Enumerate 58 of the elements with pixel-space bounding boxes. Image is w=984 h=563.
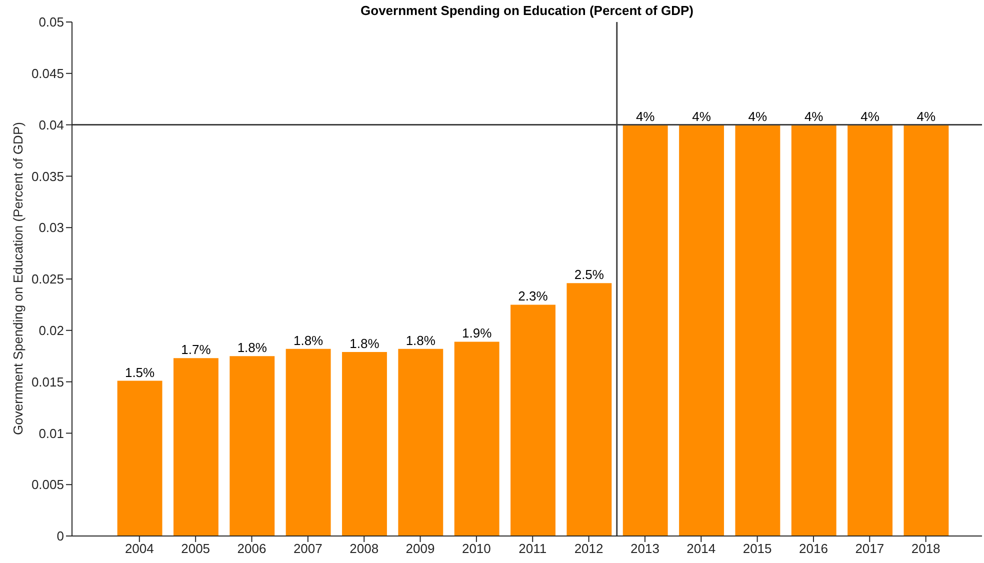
bar: [286, 348, 331, 536]
y-tick-label: 0.03: [38, 220, 64, 236]
x-tick-label: 2008: [350, 541, 379, 556]
x-tick-label: 2013: [630, 541, 660, 556]
bar: [117, 380, 162, 536]
y-tick-label: 0.015: [31, 374, 64, 390]
y-tick-label: 0.025: [31, 272, 64, 287]
data-label: 1.5%: [124, 364, 156, 380]
bar: [398, 348, 444, 536]
data-label: 4%: [804, 108, 824, 124]
bar: [173, 358, 218, 536]
bar: [679, 124, 724, 536]
bar: [791, 124, 836, 536]
y-tick-label: 0.02: [38, 323, 64, 338]
y-tick-label: 0.04: [38, 117, 64, 132]
x-tick-label: 2016: [799, 541, 828, 556]
y-tick-label: 0.005: [31, 477, 64, 492]
bar: [904, 124, 949, 536]
bar: [230, 356, 275, 536]
bar: [510, 304, 556, 536]
bar: [848, 124, 893, 536]
data-label: 4%: [748, 108, 768, 124]
x-tick-label: 2014: [686, 541, 716, 556]
x-tick-label: 2018: [911, 541, 940, 556]
bar: [622, 124, 668, 536]
data-label: 1.8%: [350, 336, 380, 351]
data-label: 4%: [860, 108, 880, 124]
x-tick-label: 2005: [181, 541, 210, 556]
bar: [566, 283, 612, 536]
x-tick-label: 2009: [406, 541, 435, 556]
data-label: 1.7%: [181, 342, 212, 358]
data-label: 1.8%: [406, 332, 436, 348]
y-tick-label: 0.01: [38, 426, 64, 441]
x-tick-label: 2017: [855, 541, 884, 556]
data-label: 2.5%: [574, 267, 604, 282]
x-tick-label: 2011: [518, 541, 547, 556]
bar: [454, 342, 500, 536]
y-tick-label: 0.035: [31, 168, 64, 184]
x-tick-label: 2006: [237, 541, 266, 556]
data-label: 2.3%: [518, 288, 548, 304]
x-tick-label: 2015: [742, 541, 772, 556]
y-tick-label: 0.045: [31, 66, 64, 82]
bar: [342, 352, 387, 536]
x-tick-label: 2010: [462, 541, 491, 556]
y-tick-label: 0: [56, 528, 64, 544]
x-tick-label: 2004: [124, 541, 154, 556]
data-label: 4%: [692, 108, 712, 124]
data-label: 4%: [916, 108, 936, 124]
y-tick-label: 0.05: [38, 14, 64, 30]
data-label: 1.8%: [237, 340, 268, 356]
x-tick-label: 2007: [293, 541, 322, 556]
data-label: 1.8%: [293, 332, 324, 348]
bar: [735, 124, 780, 536]
data-label: 1.9%: [462, 326, 492, 341]
y-axis-title: Government Spending on Education (Percent of GDP): [10, 121, 26, 437]
chart-title: Government Spending on Education (Percent of GDP): [360, 3, 694, 18]
data-label: 4%: [636, 108, 656, 124]
x-tick-label: 2012: [574, 541, 604, 556]
